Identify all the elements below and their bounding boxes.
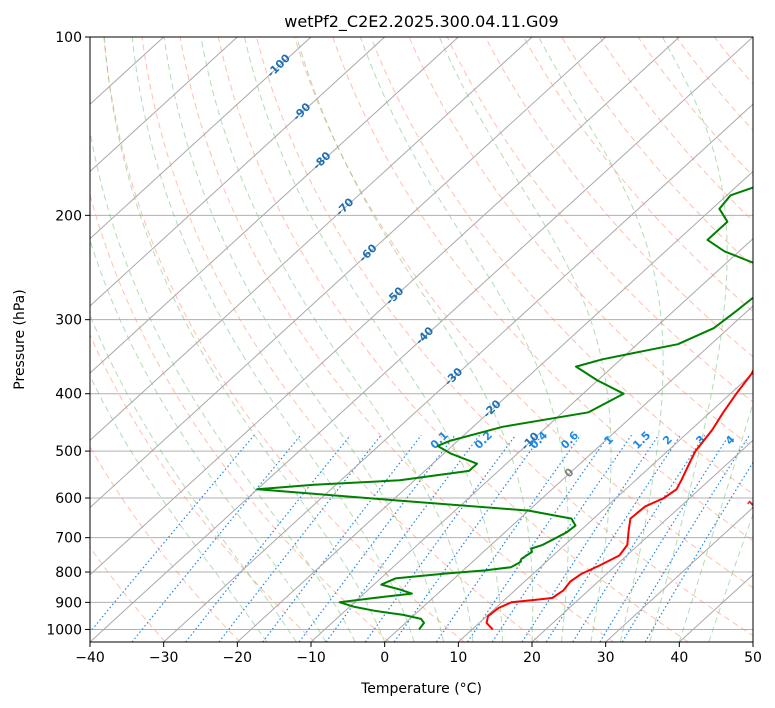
mixing-ratio-line: [262, 434, 422, 642]
y-tick-label: 200: [55, 208, 82, 224]
dry-adiabat-line: [561, 37, 753, 267]
x-axis-ticks: −40 −30 −20 −10 0 10 20 30 40 50: [75, 642, 762, 666]
moist-adiabat-line: [244, 37, 503, 642]
isotherm-line: [163, 103, 753, 642]
x-tick-label: 30: [597, 650, 615, 666]
dry-adiabat-line: [179, 37, 614, 642]
moist-adiabat-line: [359, 37, 569, 642]
x-tick-label: 50: [744, 650, 762, 666]
mixing-ratio-lines: [90, 434, 753, 642]
isotherm-line: [236, 170, 753, 642]
moist-adiabat-line: [538, 37, 664, 642]
isotherm-line: [605, 506, 753, 642]
isotherm-line: [90, 37, 753, 642]
isotherm-line: [457, 372, 753, 642]
dry-adiabat-line: [599, 37, 753, 222]
dry-adiabat-line: [332, 37, 753, 542]
moist-adiabat-line: [200, 37, 474, 642]
moist-adiabat-line: [708, 512, 753, 642]
y-tick-label: 400: [55, 387, 82, 403]
dry-adiabat-line: [103, 37, 465, 642]
dry-adiabat-line: [370, 37, 753, 495]
plot-frame: [89, 36, 754, 643]
isotherm-line: [310, 237, 753, 642]
mixing-ratio-line: [364, 434, 516, 642]
x-tick-label: 10: [449, 650, 467, 666]
temperature-profile-line: [485, 368, 753, 631]
isotherm-line: [384, 305, 753, 642]
dry-adiabat-line: [217, 37, 689, 642]
mixing-ratio-line: [599, 434, 730, 642]
mixing-ratio-line: [545, 434, 682, 642]
dry-adiabat-line: [90, 192, 390, 642]
dry-adiabat-line: [408, 37, 753, 449]
plot-area: -100-90-80-70-60-50-40-30-20-1000.1 0.2 0.…: [90, 37, 765, 642]
mixing-ratio-line: [435, 434, 582, 642]
dry-adiabats: [90, 37, 753, 642]
y-tick-label: 1000: [46, 622, 82, 638]
x-tick-label: −20: [223, 650, 253, 666]
y-tick-label: 800: [55, 565, 82, 581]
moist-adiabat-line: [90, 313, 297, 642]
dry-adiabat-line: [484, 37, 753, 358]
y-tick-label: 700: [55, 531, 82, 547]
x-tick-label: 20: [523, 650, 541, 666]
pressure-gridlines: [90, 37, 753, 630]
mixing-ratio-line: [572, 434, 706, 642]
adiabat-label: 10: [745, 492, 765, 512]
isotherm-line: [90, 37, 680, 576]
dry-adiabat-line: [141, 37, 540, 642]
isotherm-line: [90, 37, 238, 173]
y-tick-label: 300: [55, 313, 82, 329]
isotherm-line: [90, 37, 607, 509]
x-tick-label: −10: [296, 650, 326, 666]
mixing-ratio-line: [644, 461, 753, 642]
isotherm-line: [90, 37, 386, 307]
mixing-ratio-line: [521, 434, 660, 642]
mixing-ratio-line: [185, 434, 351, 642]
dewpoint-profile-line: [256, 186, 753, 631]
mixing-ratio-line: [298, 434, 456, 642]
mixing-ratio-line: [491, 434, 632, 642]
y-tick-label: 500: [55, 444, 82, 460]
x-tick-label: −30: [149, 650, 179, 666]
sounding-series: [256, 186, 753, 631]
dry-adiabat-line: [256, 37, 753, 637]
moist-adiabat-line: [163, 37, 445, 642]
moist-adiabat-line: [649, 37, 728, 642]
moist-adiabat-line: [438, 37, 612, 642]
mixing-ratio-line: [90, 434, 255, 634]
mixing-ratio-line: [325, 434, 481, 642]
x-tick-label: −40: [75, 650, 105, 666]
y-tick-label: 900: [55, 595, 82, 611]
skewed-isotherms: [90, 37, 753, 642]
moist-adiabat-line: [131, 37, 415, 642]
y-tick-label: 100: [55, 30, 82, 46]
isotherm-line: [531, 439, 753, 642]
mixing-ratio-line: [467, 434, 610, 642]
y-tick-label: 600: [55, 491, 82, 507]
x-tick-label: 0: [380, 650, 389, 666]
mixing-ratio-line: [131, 434, 302, 642]
moist-adiabat-line: [678, 401, 753, 642]
y-axis-label: Pressure (hPa): [12, 289, 28, 389]
x-tick-label: 40: [670, 650, 688, 666]
dry-adiabat-line: [90, 445, 241, 642]
isotherm-line: [90, 37, 459, 374]
x-axis-label: Temperature (°C): [360, 681, 482, 697]
isotherm-line: [90, 37, 312, 240]
y-axis-ticks: 100 200 300 400 500 600 700 800 900 1000: [46, 30, 90, 638]
chart-title: wetPf2_C2E2.2025.300.04.11.G09: [284, 12, 558, 32]
moist-adiabat-line: [90, 374, 268, 642]
isotherm-line: [90, 37, 533, 442]
